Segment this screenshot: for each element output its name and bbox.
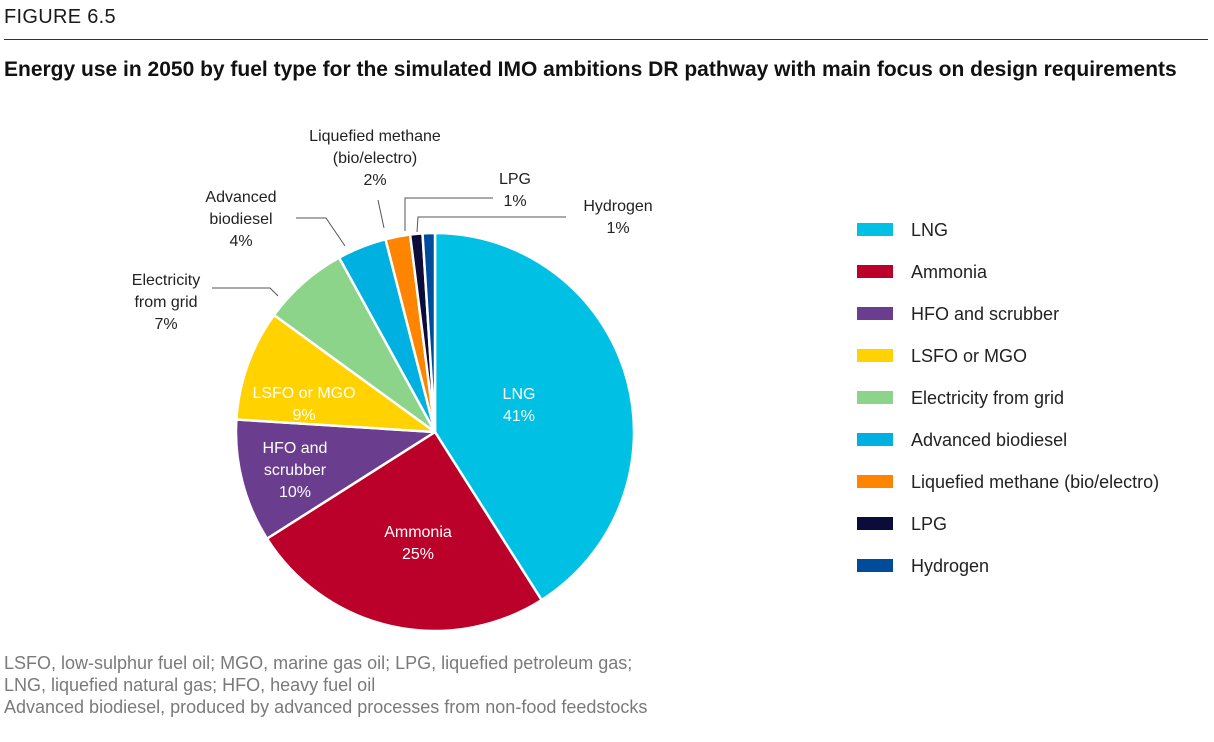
slice-ammonia [265,430,543,633]
legend-label: Liquefied methane (bio/electro) [911,472,1160,492]
legend-label: Electricity from grid [911,388,1065,408]
legend-swatch [857,517,893,530]
legend-label: Advanced biodiesel [911,430,1068,450]
title-divider [4,39,1208,40]
legend-swatch [857,433,893,446]
slice-lsfo-or-mgo [235,313,437,434]
legend-swatch [857,391,893,404]
slice-labels: LNG 41% Ammonia 25% HFO and scrubber 10% LSFO o… [132,128,653,563]
footnote-line: Advanced biodiesel, produced by advanced… [4,697,648,717]
legend-swatch [857,223,893,236]
slice-hfo-and-scrubber [234,418,437,540]
legend-swatch [857,559,893,572]
legend-swatch [857,349,893,362]
label-ammonia: Ammonia 25% [384,524,452,563]
label-hfo-and-scrubber: HFO and scrubber 10% [263,440,328,501]
leader-lpg [404,197,493,231]
legend-label: HFO and scrubber [911,304,1060,324]
label-liquefied-methane-bio-electro: Liquefied methane (bio/electro) 2% [309,128,441,189]
leader-advanced-biodiesel [296,217,346,247]
slice-hydrogen [421,231,437,434]
label-advanced-biodiesel: Advanced biodiesel 4% [205,189,276,250]
legend-label: LNG [911,220,949,240]
legend-swatch [857,475,893,488]
leader-electricity-from-grid [212,287,279,297]
legend-label: Hydrogen [911,556,990,576]
legend-swatch [857,265,893,278]
legend-swatch [857,307,893,320]
label-electricity-from-grid: Electricity from grid 7% [132,272,200,333]
pie-slices [234,231,636,633]
leader-liquefied-methane-bio-electro [377,199,385,229]
label-lsfo-or-mgo: LSFO or MGO 9% [252,385,355,424]
footnote-line: LSFO, low-sulphur fuel oil; MGO, marine … [4,653,633,673]
label-lpg: LPG 1% [499,171,531,210]
legend-label: Ammonia [911,262,988,282]
leader-hydrogen [416,216,566,233]
figure-label: FIGURE 6.5 [4,6,116,28]
legend-label: LSFO or MGO [911,346,1028,366]
footnote-line: LNG, liquefied natural gas; HFO, heavy f… [4,675,376,695]
label-hydrogen: Hydrogen 1% [583,198,652,237]
footnotes: LSFO, low-sulphur fuel oil; MGO, marine … [4,652,647,718]
chart-title: Energy use in 2050 by fuel type for the … [4,58,1177,81]
legend-label: LPG [911,514,948,534]
pie-chart: LNG 41% Ammonia 25% HFO and scrubber 10% LSFO o… [132,128,653,633]
leader-lines [212,197,566,297]
label-lng: LNG 41% [503,386,536,425]
